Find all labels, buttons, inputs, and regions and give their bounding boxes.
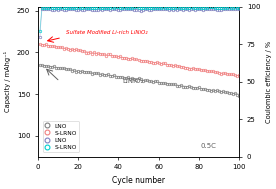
Text: Sulfate Modified Li-rich LiNiO₂: Sulfate Modified Li-rich LiNiO₂ xyxy=(66,30,148,35)
Y-axis label: Capacity / mAhg⁻¹: Capacity / mAhg⁻¹ xyxy=(4,51,11,112)
Y-axis label: Coulombic efficiency / %: Coulombic efficiency / % xyxy=(266,41,272,123)
Legend: LNO, S-LRNO, LNO, S-LRNO: LNO, S-LRNO, LNO, S-LRNO xyxy=(43,121,79,152)
Text: LiNiO₂: LiNiO₂ xyxy=(122,78,144,84)
X-axis label: Cycle number: Cycle number xyxy=(112,176,165,185)
Text: 0.5C: 0.5C xyxy=(201,143,217,149)
